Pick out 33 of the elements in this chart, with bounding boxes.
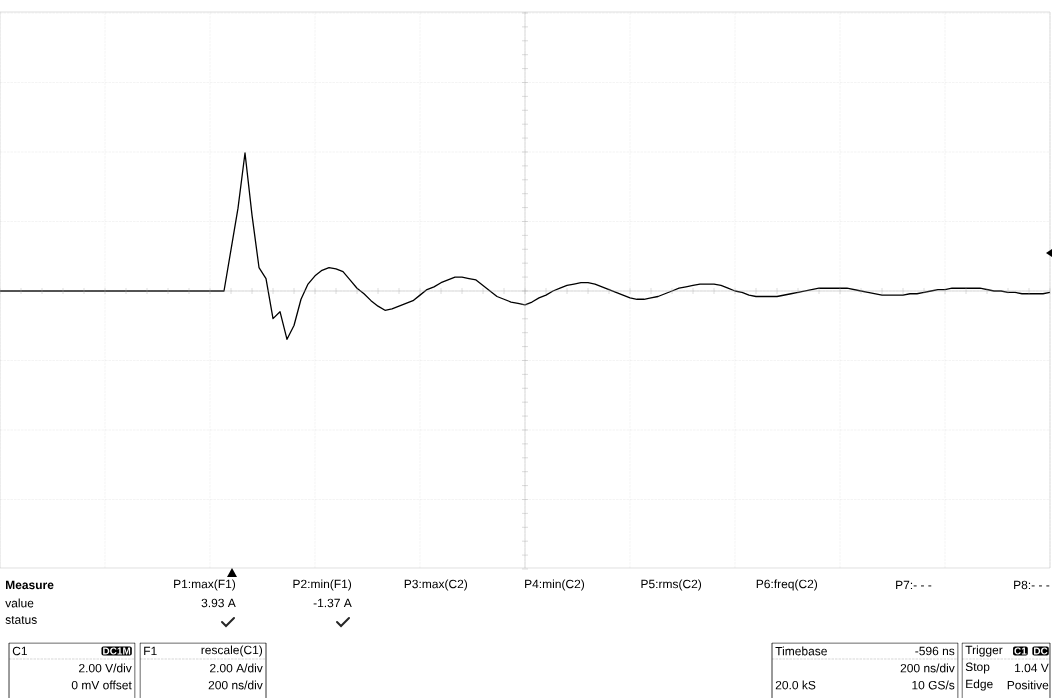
text: F1	[144, 646, 157, 656]
text: Timebase	[775, 646, 827, 656]
text: Stop	[965, 662, 990, 674]
text: 3.93 A	[201, 598, 236, 608]
text: P3:max(C2)	[404, 579, 468, 591]
text: P2:min(F1)	[293, 579, 352, 591]
text: 2.00 V/div	[79, 663, 132, 673]
text: 0 mV offset	[71, 680, 132, 690]
text: rescale(C1)	[201, 645, 263, 657]
text: 200 ns/div	[208, 680, 263, 690]
text: Edge	[966, 679, 993, 691]
text: P5:rms(C2)	[641, 579, 702, 591]
text: 1.04 V	[1015, 663, 1049, 673]
text: 2.00 A/div	[210, 663, 263, 673]
text: 200 ns/div	[900, 663, 955, 673]
text: Trigger	[965, 645, 1003, 657]
text: DC1M	[103, 647, 131, 655]
text: Positive	[1007, 680, 1049, 690]
text: 10 GS/s	[912, 680, 955, 690]
text: value	[5, 598, 34, 608]
text: P1:max(F1)	[174, 579, 236, 591]
text: status	[5, 616, 37, 624]
text: C1	[1014, 647, 1027, 655]
text: -1.37 A	[313, 598, 352, 608]
text: DC	[1034, 647, 1048, 655]
text: 20.0 kS	[775, 680, 816, 690]
text: P6:freq(C2)	[756, 579, 818, 591]
text: Measure	[6, 580, 54, 590]
text: P7:- - -	[896, 580, 932, 590]
text: P4:min(C2)	[525, 579, 585, 591]
text: P8:- - -	[1014, 580, 1050, 590]
text: C1	[12, 646, 27, 656]
text: -596 ns	[915, 646, 955, 656]
